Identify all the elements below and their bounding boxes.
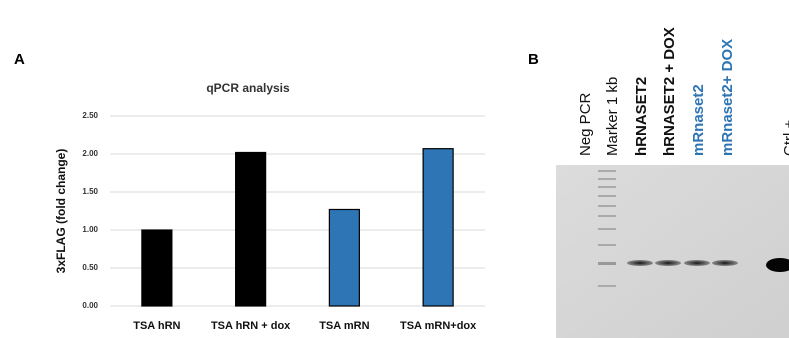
chart: A qPCR analysis 3xFLAG (fold change) 0.0…: [0, 0, 789, 338]
lane-label: Ctrl +: [781, 120, 789, 156]
marker-band: [598, 186, 616, 188]
marker-band: [598, 195, 616, 197]
marker-band: [598, 205, 616, 207]
y-tick-label: 0.00: [82, 301, 98, 310]
lane-label: hRNASET2 + DOX: [661, 27, 678, 156]
y-axis-label: 3xFLAG (fold change): [54, 149, 68, 274]
band: [712, 260, 738, 266]
x-tick-label: TSA hRN + dox: [211, 320, 291, 332]
y-tick-label: 2.50: [82, 111, 98, 120]
panel-label: B: [528, 51, 539, 68]
y-tick-label: 1.00: [82, 225, 98, 234]
marker-band: [598, 262, 616, 265]
figure: A qPCR analysis 3xFLAG (fold change) 0.0…: [0, 0, 789, 338]
x-tick-label: TSA mRN+dox: [400, 320, 477, 332]
y-tick-label: 0.50: [82, 263, 98, 272]
panel-label: A: [14, 51, 25, 68]
lane-label: mRnaset2+ DOX: [719, 39, 736, 156]
y-tick-label: 2.00: [82, 149, 98, 158]
marker-band: [598, 215, 616, 217]
band: [655, 260, 681, 266]
lane-label: mRnaset2: [690, 84, 707, 156]
marker-band: [598, 178, 616, 180]
x-tick-label: TSA hRN: [133, 320, 180, 332]
marker-band: [598, 285, 616, 287]
marker-band: [598, 244, 616, 246]
marker-band: [598, 228, 616, 230]
plot-area: 0.00 0.50 1.00 1.50 2.00 2.50 TSA hRN TSA hRN +…: [82, 111, 485, 332]
band: [684, 260, 710, 266]
lane-label: hRNASET2: [633, 77, 650, 156]
bar: [142, 230, 172, 306]
lane-labels: Neg PCR Marker 1 kb hRNASET2 hRNASET2 + DOX…: [577, 27, 789, 156]
bar: [423, 149, 453, 306]
x-tick-label: TSA mRN: [319, 320, 369, 332]
bar: [329, 209, 359, 306]
lane-label: Neg PCR: [577, 92, 594, 156]
lane-label: Marker 1 kb: [604, 77, 621, 156]
y-tick-label: 1.50: [82, 187, 98, 196]
gel: [556, 165, 789, 338]
chart-title: qPCR analysis: [206, 81, 290, 95]
bar: [236, 152, 266, 306]
band: [627, 260, 653, 266]
marker-band: [598, 170, 616, 172]
